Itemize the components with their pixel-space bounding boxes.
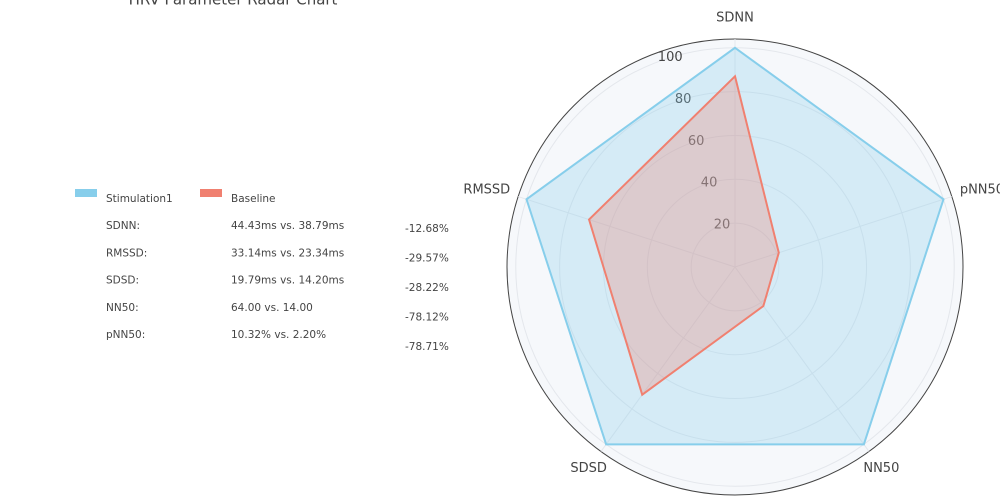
comparison-text: 44.43ms vs. 38.79ms (231, 220, 344, 232)
r-tick-label: 40 (701, 176, 718, 191)
comparison-label: SDNN: (106, 220, 140, 232)
r-tick-label: 60 (688, 134, 705, 149)
comparison-change: -29.57% (405, 253, 449, 265)
spoke (734, 266, 870, 452)
r-tick-label: 100 (658, 50, 683, 65)
r-tick-label: 80 (675, 92, 692, 107)
axis-label: RMSSD (463, 183, 510, 198)
axis-label: NN50 (863, 461, 899, 476)
comparison-change: -78.12% (405, 312, 449, 324)
comparison-text: 64.00 vs. 14.00 (231, 302, 313, 314)
comparison-text: 10.32% vs. 2.20% (231, 329, 326, 341)
axis-label: SDNN (716, 11, 754, 26)
legend-label: Stimulation1 (106, 193, 173, 205)
series-area (587, 74, 780, 397)
spoke (518, 196, 736, 268)
comparison-label: pNN50: (106, 329, 145, 341)
legend-label: Baseline (231, 193, 276, 205)
axis-label: SDSD (570, 461, 607, 476)
comparison-change: -12.68% (405, 223, 449, 235)
comparison-change: -28.22% (405, 282, 449, 294)
comparison-change: -78.71% (405, 341, 449, 353)
spoke (734, 196, 952, 268)
comparison-label: SDSD: (106, 275, 139, 287)
spoke (600, 266, 736, 452)
r-tick-label: 20 (714, 218, 731, 233)
comparison-label: RMSSD: (106, 247, 147, 259)
series-area (525, 46, 945, 446)
chart-title: HRV Parameter Radar Chart (129, 0, 338, 9)
legend-swatch (200, 189, 222, 197)
comparison-text: 19.79ms vs. 14.20ms (231, 275, 344, 287)
comparison-text: 33.14ms vs. 23.34ms (231, 247, 344, 259)
legend-swatch (75, 189, 97, 197)
comparison-label: NN50: (106, 302, 139, 314)
axis-label: pNN50 (960, 183, 1000, 198)
